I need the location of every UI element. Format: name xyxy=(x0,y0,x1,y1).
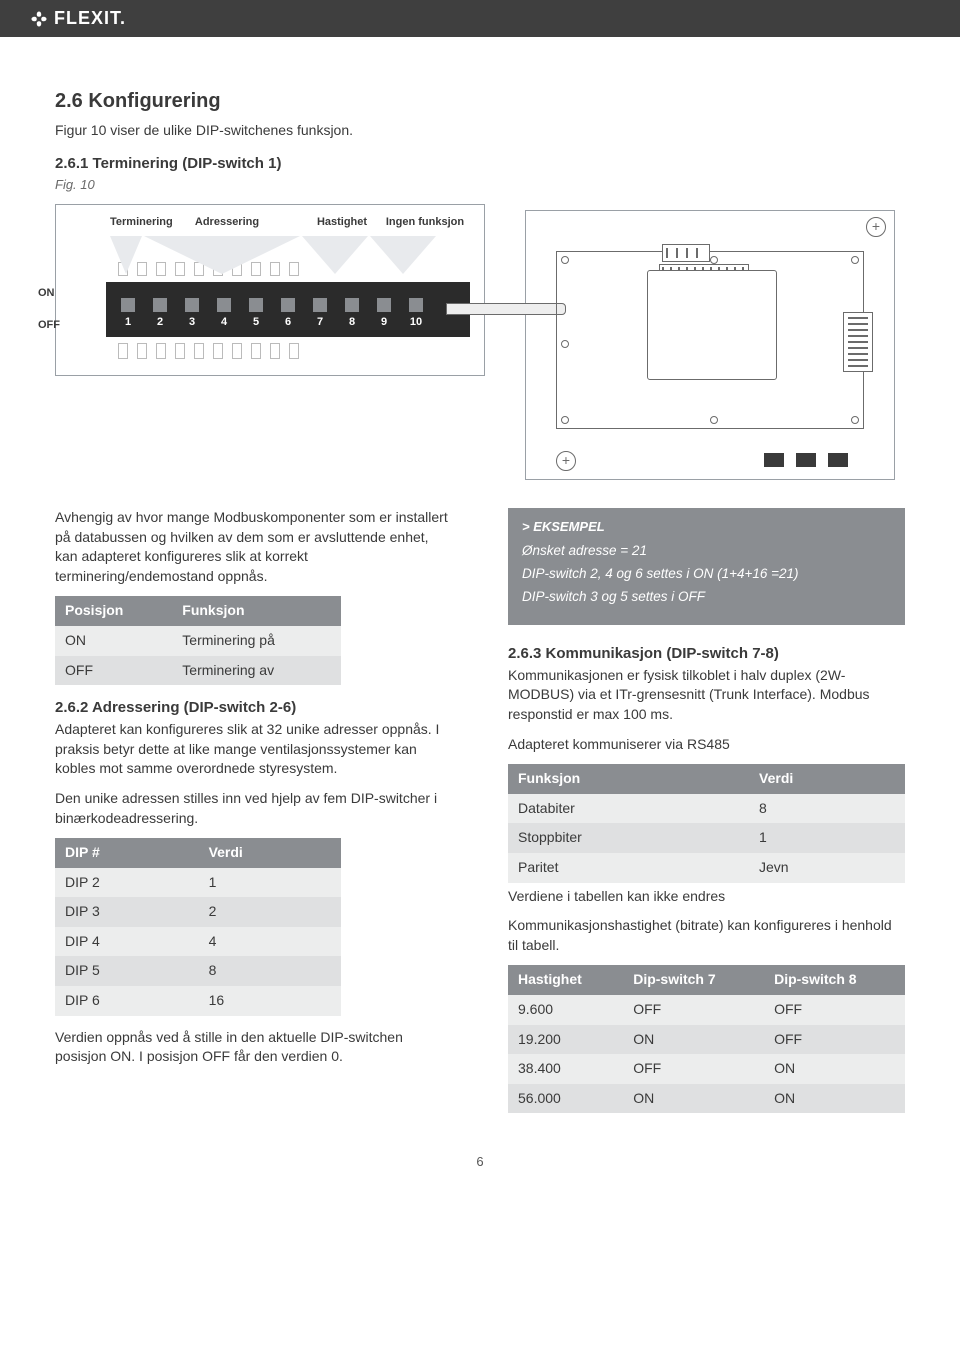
subsection-1-title: 2.6.1 Terminering (DIP-switch 1) xyxy=(55,153,905,174)
dip-switch-diagram: Terminering Adressering Hastighet Ingen … xyxy=(55,204,485,376)
dip-value-table: DIP # Verdi DIP 21 DIP 32 DIP 44 DIP 58 … xyxy=(55,838,341,1016)
example-line-2: DIP-switch 2, 4 og 6 settes i ON (1+4+16… xyxy=(522,565,891,584)
dip-label-adressering: Adressering xyxy=(152,215,302,230)
side-port-icon xyxy=(843,312,873,372)
screw-icon xyxy=(556,451,576,471)
dip-group-labels: Terminering Adressering Hastighet Ingen … xyxy=(70,215,470,230)
speed-table: Hastighet Dip-switch 7 Dip-switch 8 9.60… xyxy=(508,965,905,1113)
page-number: 6 xyxy=(55,1153,905,1171)
th-dip: DIP # xyxy=(55,838,199,868)
left-column: Avhengig av hvor mange Modbuskomponenter… xyxy=(55,508,452,1125)
subsection-3-title: 2.6.3 Kommunikasjon (DIP-switch 7-8) xyxy=(508,643,905,664)
dip-lower-indicators xyxy=(70,343,470,359)
function-value-table: Funksjon Verdi Databiter8 Stoppbiter1 Pa… xyxy=(508,764,905,882)
screw-icon xyxy=(866,217,886,237)
para-komm-1: Kommunikasjonen er fysisk tilkoblet i ha… xyxy=(508,666,905,725)
dip-label-hastighet: Hastighet xyxy=(310,215,374,230)
para-adressering-2: Den unike adressen stilles inn ved hjelp… xyxy=(55,789,452,828)
th-funksjon: Funksjon xyxy=(508,764,749,794)
bottom-buttons-icon xyxy=(764,453,854,469)
dip-on-label: ON xyxy=(38,286,60,301)
cable-icon xyxy=(446,303,566,315)
para-komm-2: Adapteret kommuniserer via RS485 xyxy=(508,735,905,755)
table-note: Verdiene i tabellen kan ikke endres xyxy=(508,887,905,907)
circuit-board-diagram xyxy=(525,210,895,480)
example-line-3: DIP-switch 3 og 5 settes i OFF xyxy=(522,588,891,607)
figure-10-row: Terminering Adressering Hastighet Ingen … xyxy=(55,204,905,480)
th-dip8: Dip-switch 8 xyxy=(764,965,905,995)
brand-name: FLEXIT. xyxy=(54,6,126,31)
th-verdi: Verdi xyxy=(199,838,341,868)
section-intro: Figur 10 viser de ulike DIP-switchenes f… xyxy=(55,121,905,141)
fan-logo-icon xyxy=(30,10,48,28)
subsection-2-title: 2.6.2 Adressering (DIP-switch 2-6) xyxy=(55,697,452,718)
dip-switch-strip: 1 2 3 4 5 6 7 8 9 10 xyxy=(106,282,470,336)
brand-header: FLEXIT. xyxy=(0,0,960,37)
example-line-1: Ønsket adresse = 21 xyxy=(522,542,891,561)
right-column: > EKSEMPEL Ønsket adresse = 21 DIP-switc… xyxy=(508,508,905,1125)
para-verdien: Verdien oppnås ved å stille in den aktue… xyxy=(55,1028,452,1067)
position-function-table: Posisjon Funksjon ONTerminering på OFFTe… xyxy=(55,596,341,685)
example-box: > EKSEMPEL Ønsket adresse = 21 DIP-switc… xyxy=(508,508,905,625)
para-modbus: Avhengig av hvor mange Modbuskomponenter… xyxy=(55,508,452,586)
example-header: > EKSEMPEL xyxy=(522,518,891,536)
th-funksjon: Funksjon xyxy=(172,596,341,626)
th-posisjon: Posisjon xyxy=(55,596,172,626)
dip-off-label: OFF xyxy=(38,318,60,333)
para-bitrate: Kommunikasjonshastighet (bitrate) kan ko… xyxy=(508,916,905,955)
terminal-block-icon xyxy=(662,244,710,262)
th-dip7: Dip-switch 7 xyxy=(623,965,764,995)
dip-on-off-labels: ON OFF xyxy=(38,286,60,333)
th-verdi: Verdi xyxy=(749,764,905,794)
figure-label: Fig. 10 xyxy=(55,176,905,194)
main-chip-icon xyxy=(647,270,777,380)
dip-label-terminering: Terminering xyxy=(110,215,144,230)
pcb-outline xyxy=(556,251,864,429)
dip-triangle-indicators xyxy=(70,236,470,276)
para-adressering-1: Adapteret kan konfigureres slik at 32 un… xyxy=(55,720,452,779)
section-title: 2.6 Konfigurering xyxy=(55,87,905,115)
dip-label-ingen: Ingen funksjon xyxy=(382,215,468,230)
th-hastighet: Hastighet xyxy=(508,965,623,995)
